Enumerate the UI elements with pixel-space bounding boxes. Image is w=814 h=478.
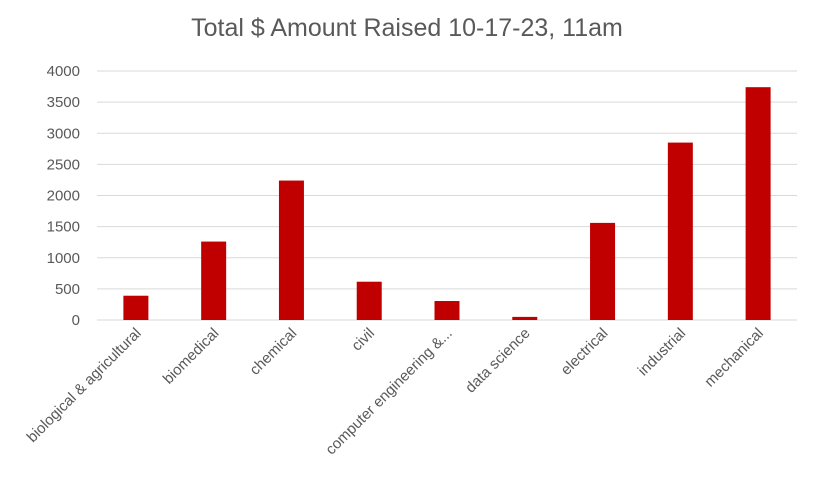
bar	[667, 142, 693, 320]
x-tick-label: biomedical	[160, 325, 223, 388]
x-tick-label: data science	[462, 325, 534, 397]
y-tick-label: 1000	[47, 250, 80, 267]
bar	[123, 295, 149, 320]
y-tick-label: 1500	[47, 219, 80, 236]
x-tick-label: electrical	[558, 325, 612, 379]
bar	[356, 281, 382, 320]
bar	[512, 316, 538, 320]
x-tick-label: industrial	[635, 325, 689, 379]
y-tick-label: 0	[72, 312, 80, 329]
bar	[745, 87, 771, 320]
x-tick-label: chemical	[246, 325, 300, 379]
x-tick-label: mechanical	[701, 325, 767, 391]
y-tick-label: 3000	[47, 125, 80, 142]
x-tick-label: civil	[348, 325, 378, 355]
y-tick-label: 2000	[47, 188, 80, 205]
bar	[278, 180, 304, 320]
x-tick-label: computer engineering &...	[322, 325, 455, 458]
y-tick-label: 500	[55, 281, 80, 298]
y-tick-label: 3500	[47, 94, 80, 111]
bar	[201, 241, 227, 320]
chart-title: Total $ Amount Raised 10-17-23, 11am	[191, 14, 623, 42]
x-tick-label: biological & agricultural	[24, 325, 145, 446]
bar	[590, 222, 616, 320]
bar	[434, 301, 460, 320]
y-tick-label: 2500	[47, 156, 80, 173]
y-tick-label: 4000	[47, 63, 80, 80]
